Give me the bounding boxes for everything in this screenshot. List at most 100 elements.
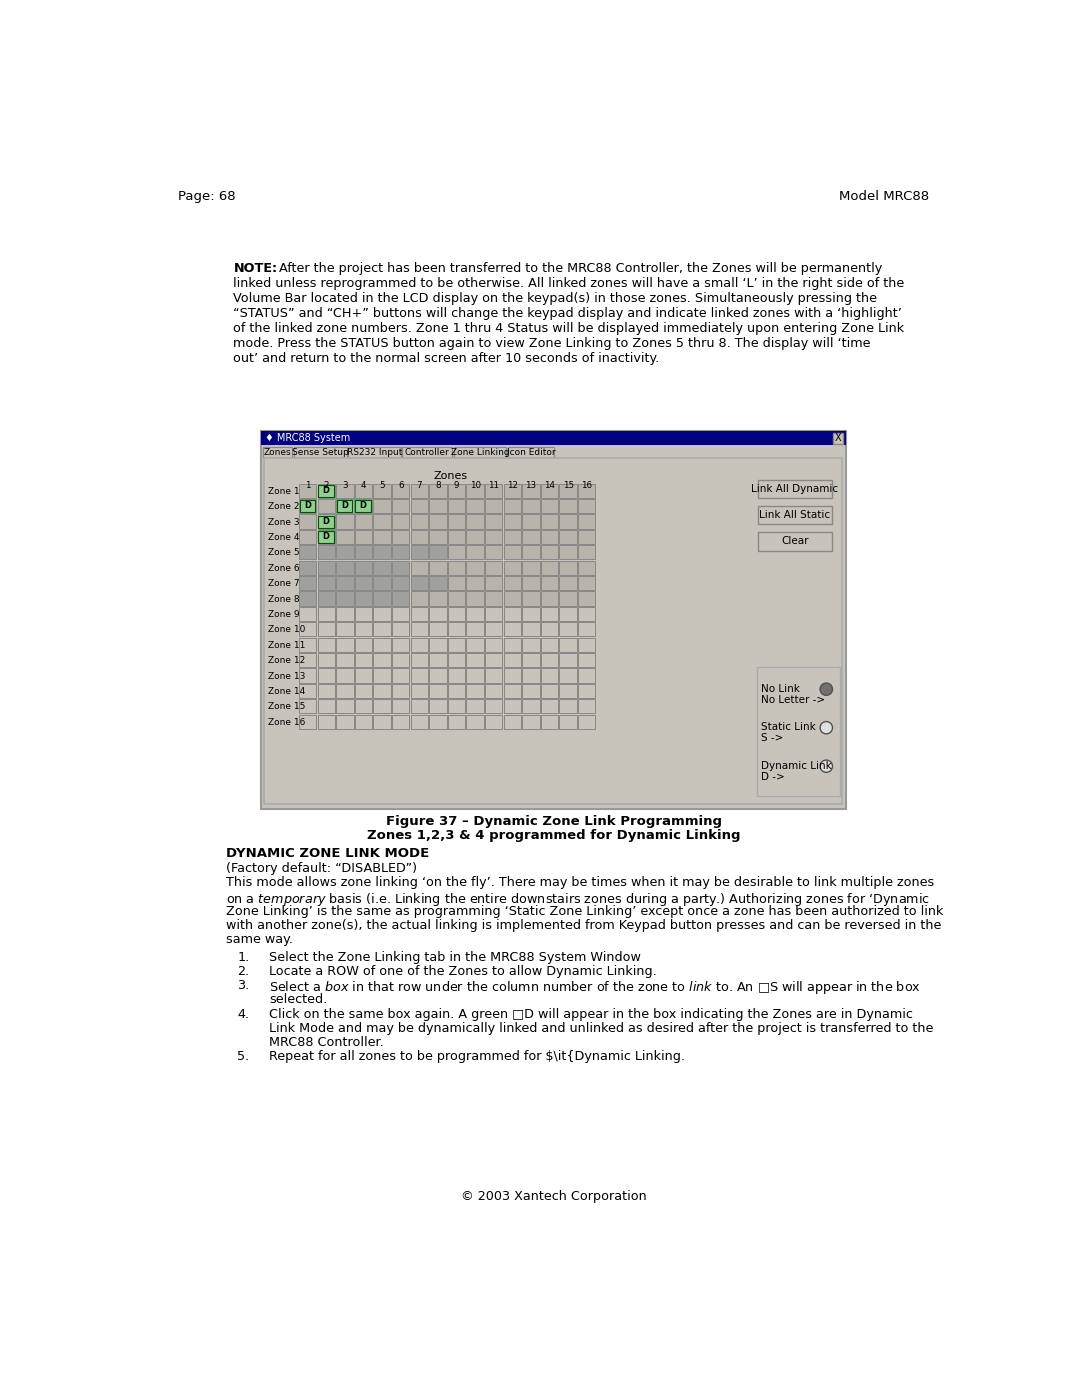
FancyBboxPatch shape: [354, 575, 373, 591]
FancyBboxPatch shape: [392, 653, 409, 668]
FancyBboxPatch shape: [467, 592, 484, 606]
FancyBboxPatch shape: [318, 653, 335, 668]
FancyBboxPatch shape: [410, 684, 428, 698]
FancyBboxPatch shape: [541, 592, 558, 606]
FancyBboxPatch shape: [559, 700, 577, 713]
Text: Zone 1: Zone 1: [268, 487, 299, 495]
FancyBboxPatch shape: [336, 530, 353, 544]
FancyBboxPatch shape: [485, 530, 502, 544]
FancyBboxPatch shape: [541, 684, 558, 698]
Text: 10: 10: [470, 482, 481, 490]
FancyBboxPatch shape: [485, 638, 502, 651]
FancyBboxPatch shape: [485, 653, 502, 668]
FancyBboxPatch shape: [559, 684, 577, 698]
FancyBboxPatch shape: [299, 483, 316, 498]
FancyBboxPatch shape: [541, 653, 558, 668]
FancyBboxPatch shape: [392, 500, 409, 513]
FancyBboxPatch shape: [265, 458, 841, 805]
FancyBboxPatch shape: [403, 447, 451, 458]
Text: Zone 4: Zone 4: [268, 533, 299, 542]
FancyBboxPatch shape: [508, 447, 554, 458]
FancyBboxPatch shape: [559, 607, 577, 621]
FancyBboxPatch shape: [318, 592, 335, 606]
Text: 7: 7: [417, 482, 422, 490]
Text: D ->: D ->: [761, 771, 785, 781]
FancyBboxPatch shape: [392, 715, 409, 729]
FancyBboxPatch shape: [559, 515, 577, 529]
FancyBboxPatch shape: [541, 560, 558, 575]
Text: with another zone(s), the actual linking is implemented from Keypad button press: with another zone(s), the actual linking…: [227, 919, 942, 932]
FancyBboxPatch shape: [503, 638, 521, 651]
Text: Icon Editor: Icon Editor: [507, 448, 555, 457]
FancyBboxPatch shape: [522, 515, 540, 529]
FancyBboxPatch shape: [578, 607, 595, 621]
Text: Dynamic Link: Dynamic Link: [761, 760, 832, 771]
FancyBboxPatch shape: [522, 668, 540, 683]
FancyBboxPatch shape: [448, 684, 465, 698]
FancyBboxPatch shape: [354, 715, 373, 729]
FancyBboxPatch shape: [410, 607, 428, 621]
FancyBboxPatch shape: [429, 607, 446, 621]
FancyBboxPatch shape: [354, 515, 373, 529]
FancyBboxPatch shape: [429, 545, 446, 559]
Text: 3: 3: [342, 482, 348, 490]
FancyBboxPatch shape: [448, 515, 465, 529]
FancyBboxPatch shape: [578, 560, 595, 575]
Text: 6: 6: [399, 482, 404, 490]
FancyBboxPatch shape: [429, 483, 446, 498]
FancyBboxPatch shape: [336, 515, 353, 529]
FancyBboxPatch shape: [758, 480, 832, 498]
Text: D: D: [323, 533, 329, 541]
FancyBboxPatch shape: [541, 575, 558, 591]
FancyBboxPatch shape: [503, 560, 521, 575]
FancyBboxPatch shape: [467, 684, 484, 698]
Text: 15: 15: [563, 482, 573, 490]
FancyBboxPatch shape: [374, 575, 391, 591]
FancyBboxPatch shape: [299, 500, 315, 512]
Text: Repeat for all zones to be programmed for $\it{Dynamic Linking.: Repeat for all zones to be programmed fo…: [269, 1050, 685, 1064]
Text: 4.: 4.: [238, 1007, 249, 1021]
Text: 12: 12: [507, 482, 518, 490]
FancyBboxPatch shape: [354, 500, 373, 513]
Text: Zone 7: Zone 7: [268, 580, 299, 588]
FancyBboxPatch shape: [336, 622, 353, 636]
FancyBboxPatch shape: [578, 684, 595, 698]
Text: 5: 5: [379, 482, 386, 490]
FancyBboxPatch shape: [429, 592, 446, 606]
Text: 16: 16: [581, 482, 592, 490]
Text: 2: 2: [324, 482, 329, 490]
Text: Click on the same box again. A green □D will appear in the box indicating the Zo: Click on the same box again. A green □D …: [269, 1007, 913, 1021]
Text: No Letter ->: No Letter ->: [761, 694, 825, 705]
Text: out’ and return to the normal screen after 10 seconds of inactivity.: out’ and return to the normal screen aft…: [233, 352, 660, 364]
Text: Zone 5: Zone 5: [268, 548, 299, 558]
FancyBboxPatch shape: [578, 530, 595, 544]
FancyBboxPatch shape: [503, 668, 521, 683]
FancyBboxPatch shape: [578, 515, 595, 529]
Text: Static Link: Static Link: [761, 722, 816, 733]
FancyBboxPatch shape: [318, 668, 335, 683]
Text: NOTE:: NOTE:: [233, 262, 278, 275]
FancyBboxPatch shape: [578, 545, 595, 559]
FancyBboxPatch shape: [559, 668, 577, 683]
Text: X: X: [835, 433, 841, 443]
FancyBboxPatch shape: [467, 607, 484, 621]
Text: Zone 15: Zone 15: [268, 702, 305, 712]
FancyBboxPatch shape: [503, 483, 521, 498]
Text: RS232 Input: RS232 Input: [347, 448, 402, 457]
FancyBboxPatch shape: [429, 560, 446, 575]
FancyBboxPatch shape: [299, 560, 316, 575]
FancyBboxPatch shape: [299, 638, 316, 651]
FancyBboxPatch shape: [299, 515, 316, 529]
FancyBboxPatch shape: [355, 500, 372, 512]
FancyBboxPatch shape: [485, 715, 502, 729]
FancyBboxPatch shape: [336, 700, 353, 713]
FancyBboxPatch shape: [392, 483, 409, 498]
FancyBboxPatch shape: [410, 500, 428, 513]
FancyBboxPatch shape: [336, 607, 353, 621]
FancyBboxPatch shape: [559, 575, 577, 591]
Text: Zone 6: Zone 6: [268, 564, 299, 573]
Text: D: D: [323, 486, 329, 495]
FancyBboxPatch shape: [522, 592, 540, 606]
Text: Link Mode and may be dynamically linked and unlinked as desired after the projec: Link Mode and may be dynamically linked …: [269, 1021, 933, 1035]
FancyBboxPatch shape: [410, 530, 428, 544]
